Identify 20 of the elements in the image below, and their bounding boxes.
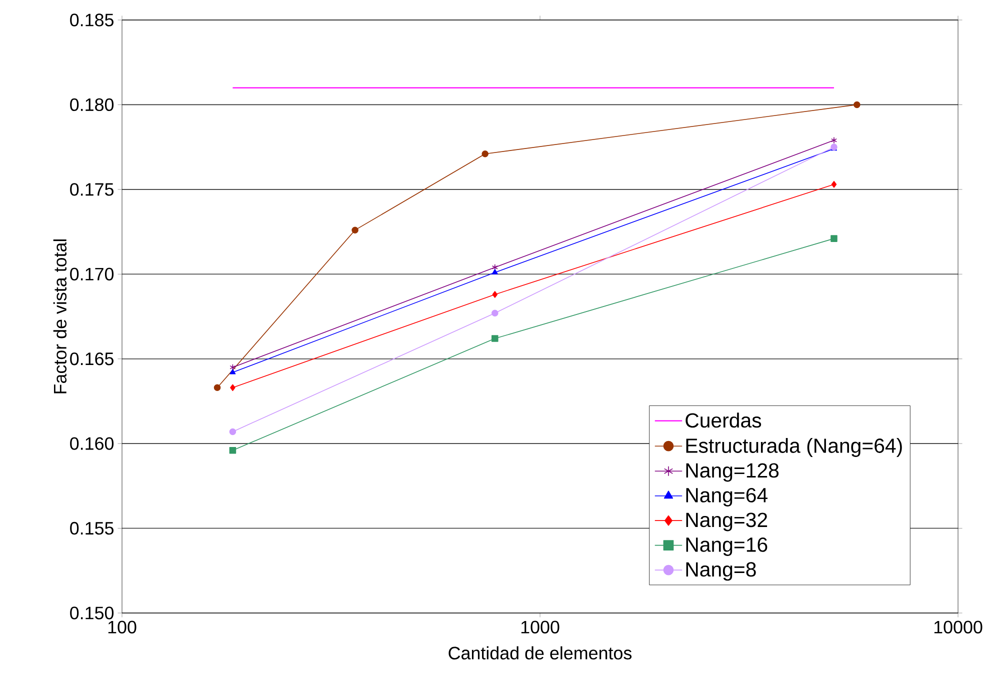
legend-label: Nang=64	[686, 488, 768, 506]
x-tick-label: 100	[108, 620, 136, 634]
y-tick-label: 0.165	[70, 352, 114, 366]
legend-label: Nang=128	[686, 463, 779, 482]
legend-label: Cuerdas	[686, 412, 762, 428]
x-tick-label: 10000	[934, 620, 982, 634]
y-tick-label: 0.155	[70, 522, 114, 535]
y-tick-label: 0.160	[70, 437, 114, 450]
y-tick-label: 0.150	[70, 606, 114, 620]
legend-label: Nang=16	[686, 537, 768, 556]
y-tick-label: 0.185	[70, 14, 114, 26]
y-tick-label: 0.180	[70, 98, 114, 112]
x-tick-label: 1000	[521, 620, 560, 634]
y-tick-label: 0.175	[70, 183, 114, 196]
legend-label: Nang=32	[686, 512, 768, 532]
x-axis-title: Cantidad de elementos	[448, 646, 632, 660]
legend-label: Nang=8	[686, 562, 756, 581]
y-tick-label: 0.170	[70, 268, 114, 280]
y-axis-title: Factor de vista total	[53, 239, 67, 394]
legend-label: Estructurada (Nang=64)	[686, 438, 902, 457]
